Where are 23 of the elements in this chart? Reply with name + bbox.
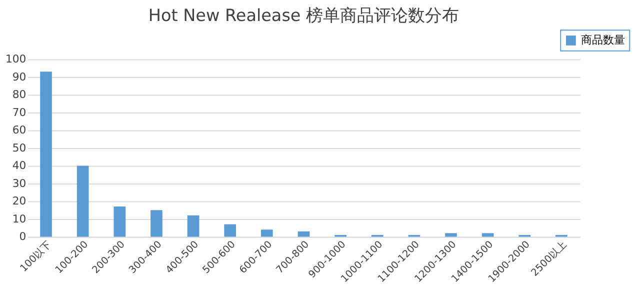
bar (114, 206, 126, 237)
y-tick-label: 40 (12, 159, 26, 172)
legend-label: 商品数量 (580, 33, 625, 46)
bar (40, 72, 52, 237)
bar (224, 224, 236, 237)
y-tick-label: 80 (12, 88, 26, 102)
chart-title: Hot New Realease 榜单商品评论数分布 (148, 5, 460, 26)
y-tick-label: 20 (12, 194, 26, 208)
bar (482, 233, 494, 237)
y-tick-label: 10 (12, 212, 26, 226)
y-tick-label: 50 (12, 141, 26, 154)
bar (445, 233, 457, 237)
y-tick-label: 90 (12, 70, 26, 84)
bar (298, 231, 310, 237)
y-tick-label: 60 (12, 124, 26, 137)
y-tick-label: 30 (12, 176, 26, 190)
bar (260, 230, 273, 237)
y-tick-label: 100 (5, 52, 26, 66)
bar (187, 215, 200, 237)
y-tick-label: 70 (12, 106, 26, 119)
bar (76, 166, 89, 237)
y-tick-label: 0 (19, 230, 26, 244)
bar (150, 210, 162, 237)
